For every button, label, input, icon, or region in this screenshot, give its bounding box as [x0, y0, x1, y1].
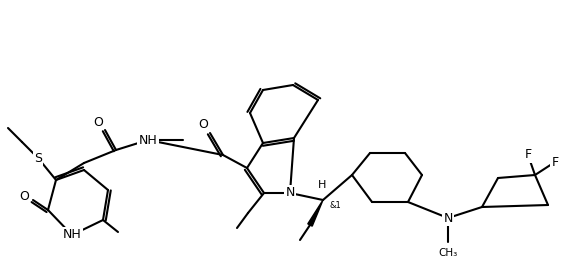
Text: O: O — [19, 191, 29, 203]
Polygon shape — [308, 200, 323, 226]
Text: S: S — [34, 151, 42, 165]
Text: NH: NH — [63, 229, 81, 242]
Text: H: H — [318, 180, 326, 190]
Text: F: F — [552, 155, 559, 169]
Text: N: N — [285, 186, 295, 199]
Text: &1: &1 — [330, 201, 342, 210]
Text: O: O — [198, 119, 208, 131]
Text: O: O — [93, 116, 103, 129]
Text: F: F — [524, 148, 532, 162]
Text: NH: NH — [139, 133, 157, 146]
Text: N: N — [443, 211, 453, 225]
Text: CH₃: CH₃ — [438, 248, 457, 258]
